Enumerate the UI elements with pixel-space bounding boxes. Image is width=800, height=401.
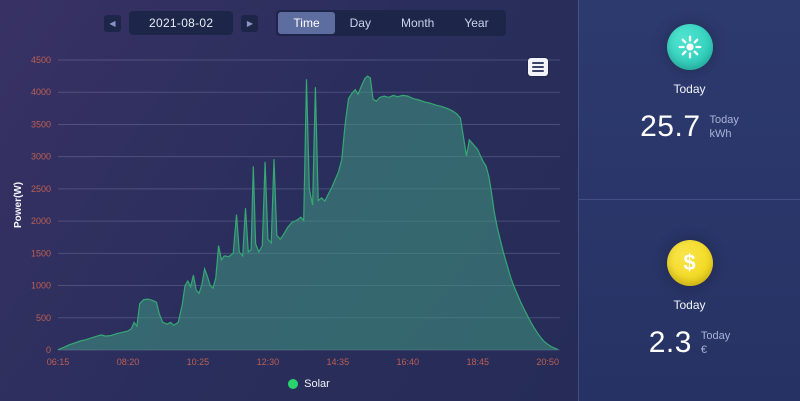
y-tick-label: 500 [36, 313, 51, 323]
date-picker[interactable]: 2021-08-02 [129, 11, 234, 35]
solar-line [57, 75, 559, 351]
earnings-badge-label: Today [673, 298, 706, 312]
x-tick-label: 16:40 [397, 357, 420, 367]
energy-unit-bottom: kWh [709, 128, 732, 140]
stats-panel: Today 25.7 Today kWh $ Today 2.3 Today € [578, 0, 800, 401]
today-energy-value: 25.7 [640, 110, 701, 143]
chevron-left-icon: ◀ [109, 18, 116, 28]
today-energy-unit: Today kWh [710, 113, 739, 142]
hamburger-icon [532, 70, 544, 72]
y-tick-label: 2000 [31, 216, 51, 226]
x-tick-label: 20:50 [536, 357, 559, 367]
y-tick-label: 3000 [31, 152, 51, 162]
y-tick-label: 3500 [31, 119, 51, 129]
hamburger-icon [532, 62, 544, 64]
legend-label: Solar [304, 378, 330, 390]
y-tick-label: 4500 [31, 55, 51, 65]
dollar-glyph: $ [683, 250, 696, 275]
date-value: 2021-08-02 [149, 16, 214, 30]
legend-item-solar[interactable]: Solar [58, 378, 560, 390]
energy-unit-top: Today [709, 113, 739, 126]
x-tick-label: 10:25 [187, 357, 210, 367]
chart-menu-button[interactable] [528, 58, 548, 76]
y-tick-label: 0 [46, 345, 51, 355]
dollar-icon: $ [666, 240, 713, 286]
y-tick-label: 4000 [31, 87, 51, 97]
x-tick-label: 12:30 [257, 357, 280, 367]
chevron-right-icon: ▶ [246, 18, 253, 28]
x-tick-label: 06:15 [47, 357, 70, 367]
prev-date-button[interactable]: ◀ [104, 14, 121, 32]
earnings-unit-bottom: € [700, 344, 708, 356]
tab-year[interactable]: Year [464, 16, 489, 30]
sun-icon-glyph [678, 35, 701, 59]
today-earnings-unit: Today € [701, 329, 730, 358]
y-tick-label: 1000 [31, 281, 51, 291]
sun-icon [666, 24, 713, 70]
y-tick-label: 2500 [31, 184, 51, 194]
tab-time[interactable]: Time [278, 12, 335, 34]
toolbar: ◀ 2021-08-02 ▶ Time Day Month Year [0, 0, 578, 38]
today-earnings-value: 2.3 [648, 326, 692, 359]
power-area-chart[interactable]: 0 500 1000 1500 2000 2500 3000 3500 4000 4500 06:1… [10, 42, 570, 378]
earnings-unit-top: Today [700, 329, 731, 342]
next-date-button[interactable]: ▶ [241, 14, 259, 32]
x-tick-label: 18:45 [466, 357, 489, 367]
legend-dot [288, 379, 299, 389]
energy-badge-label: Today [673, 82, 706, 96]
tab-day[interactable]: Day [349, 16, 371, 30]
hamburger-icon [532, 66, 544, 68]
x-tick-label: 14:35 [327, 357, 350, 367]
solar-area [58, 76, 558, 350]
x-tick-label: 08:20 [117, 357, 140, 367]
y-tick-label: 1500 [31, 248, 51, 258]
power-chart[interactable]: 0 500 1000 1500 2000 2500 3000 3500 4000 4500 06:1… [10, 42, 570, 378]
tab-month[interactable]: Month [400, 16, 435, 30]
period-tabs: Time Day Month Year [276, 10, 506, 36]
today-energy-card: Today 25.7 Today kWh [579, 0, 800, 200]
y-axis-title: Power(W) [13, 182, 24, 228]
today-earnings-card: $ Today 2.3 Today € [579, 200, 800, 400]
